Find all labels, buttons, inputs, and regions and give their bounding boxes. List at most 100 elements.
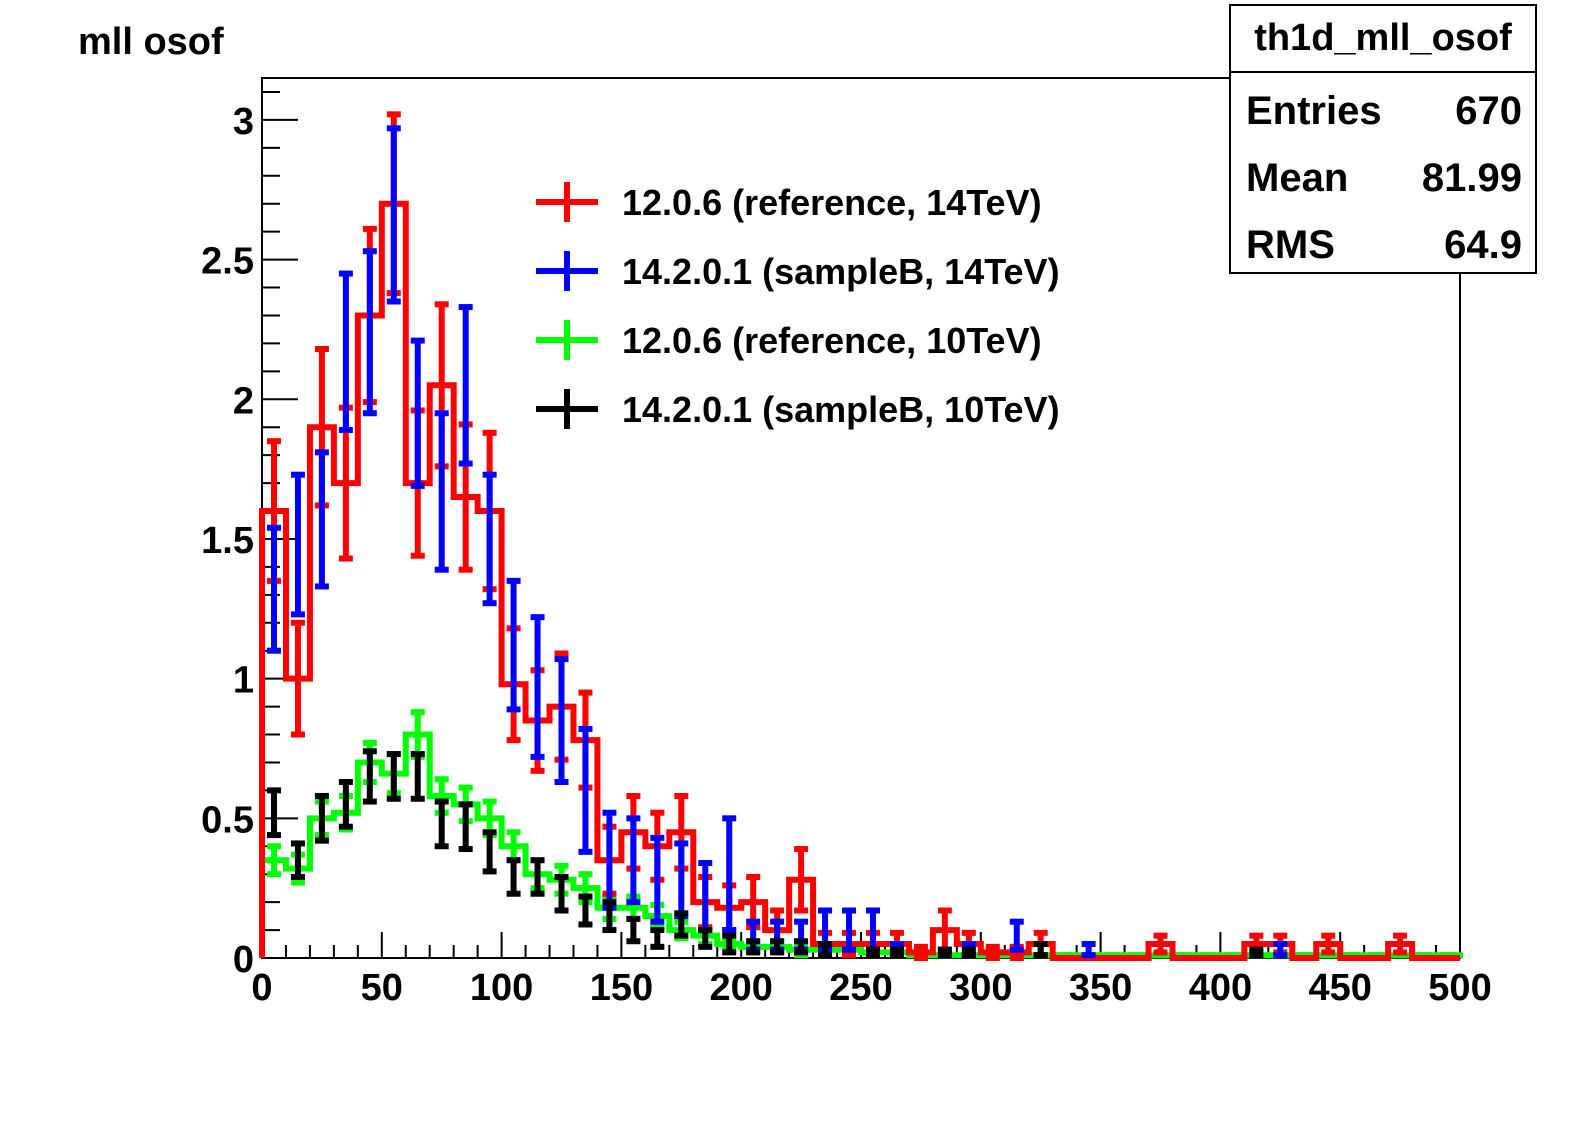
data-point xyxy=(961,946,976,959)
data-point xyxy=(482,471,497,607)
data-point xyxy=(554,873,569,914)
x-tick-label: 500 xyxy=(1428,967,1491,1009)
data-point xyxy=(314,792,329,844)
x-tick-label: 200 xyxy=(709,967,772,1009)
data-point xyxy=(794,846,809,914)
stats-label-mean: Mean xyxy=(1246,156,1348,200)
data-point xyxy=(674,840,689,920)
x-axis-ticks: 0 50 100 150 200 250 300 350 400 450 500 xyxy=(251,932,1492,1009)
data-point xyxy=(434,798,449,850)
data-point xyxy=(434,410,449,573)
legend-label: 12.0.6 (reference, 14TeV) xyxy=(622,182,1042,223)
stats-value-mean: 81.99 xyxy=(1422,156,1522,200)
series-layer xyxy=(259,111,1463,961)
y-tick-label: 2.5 xyxy=(201,241,254,283)
data-point xyxy=(889,946,904,959)
data-point xyxy=(362,248,377,417)
series-1 xyxy=(266,125,1288,959)
data-point xyxy=(338,270,353,433)
y-tick-label: 2 xyxy=(233,380,254,422)
data-point xyxy=(410,337,425,489)
legend-item: 12.0.6 (reference, 14TeV) xyxy=(536,182,1042,223)
data-point xyxy=(698,927,713,950)
data-point xyxy=(578,893,593,928)
data-point xyxy=(722,815,737,934)
x-tick-label: 250 xyxy=(829,967,892,1009)
y-tick-label: 3 xyxy=(233,101,254,143)
data-point xyxy=(985,943,1000,961)
x-tick-label: 0 xyxy=(251,967,272,1009)
x-tick-label: 400 xyxy=(1189,967,1252,1009)
data-point xyxy=(386,125,401,305)
data-point xyxy=(842,907,857,953)
data-point xyxy=(338,779,353,830)
data-point xyxy=(458,801,473,853)
x-tick-label: 350 xyxy=(1069,967,1132,1009)
data-point xyxy=(530,614,545,760)
data-point xyxy=(937,946,952,959)
data-point xyxy=(386,751,401,802)
data-point xyxy=(362,748,377,805)
y-tick-label: 0.5 xyxy=(201,799,254,841)
histogram-outline xyxy=(259,200,1460,961)
data-point xyxy=(722,932,737,956)
x-tick-label: 150 xyxy=(590,967,653,1009)
x-tick-label: 100 xyxy=(470,967,533,1009)
data-point xyxy=(626,815,641,906)
y-tick-label: 1.5 xyxy=(201,520,254,562)
stats-label-entries: Entries xyxy=(1246,89,1382,133)
stats-value-entries: 670 xyxy=(1455,89,1522,133)
data-point xyxy=(506,857,521,897)
data-point xyxy=(290,619,305,738)
data-point xyxy=(1153,932,1168,956)
data-point xyxy=(698,860,713,934)
chart-title: mll osof xyxy=(78,21,224,63)
x-tick-label: 300 xyxy=(949,967,1012,1009)
data-point xyxy=(1393,932,1408,956)
legend-item: 12.0.6 (reference, 10TeV) xyxy=(536,320,1042,361)
data-point xyxy=(770,938,785,956)
data-point xyxy=(1321,932,1336,956)
data-point xyxy=(410,751,425,802)
data-point xyxy=(818,941,833,959)
legend-item: 14.2.0.1 (sampleB, 10TeV) xyxy=(536,389,1060,430)
data-point xyxy=(746,938,761,956)
data-point xyxy=(794,938,809,956)
y-tick-label: 1 xyxy=(233,660,254,702)
data-point xyxy=(506,577,521,713)
data-point xyxy=(266,843,281,878)
data-point xyxy=(1249,946,1264,959)
data-point xyxy=(290,471,305,618)
data-point xyxy=(554,656,569,785)
stats-box-title: th1d_mll_osof xyxy=(1254,17,1512,59)
y-tick-label: 0 xyxy=(233,939,254,981)
data-point xyxy=(1033,941,1048,959)
data-point xyxy=(290,840,305,880)
data-point xyxy=(314,449,329,590)
data-point xyxy=(913,943,928,961)
legend-item: 14.2.0.1 (sampleB, 14TeV) xyxy=(536,251,1060,292)
data-point xyxy=(1009,918,1024,953)
data-point xyxy=(1081,941,1096,959)
data-point xyxy=(266,524,281,654)
stats-value-rms: 64.9 xyxy=(1444,223,1522,267)
data-point xyxy=(482,829,497,875)
data-point xyxy=(865,946,880,959)
stats-box: th1d_mll_osof Entries 670 Mean 81.99 RMS… xyxy=(1229,4,1537,274)
data-point xyxy=(674,910,689,939)
data-point xyxy=(530,857,545,897)
data-point xyxy=(650,927,665,950)
series-3 xyxy=(266,748,1264,959)
data-point xyxy=(266,787,281,839)
legend: 12.0.6 (reference, 14TeV) 14.2.0.1 (sampl… xyxy=(536,182,1060,430)
stats-label-rms: RMS xyxy=(1246,223,1335,267)
legend-label: 14.2.0.1 (sampleB, 10TeV) xyxy=(622,389,1060,430)
data-point xyxy=(578,725,593,855)
legend-label: 12.0.6 (reference, 10TeV) xyxy=(622,320,1042,361)
stats-box-frame xyxy=(1229,4,1537,274)
data-point xyxy=(626,915,641,945)
data-point xyxy=(602,899,617,934)
data-point xyxy=(458,304,473,467)
data-point xyxy=(1273,941,1288,959)
